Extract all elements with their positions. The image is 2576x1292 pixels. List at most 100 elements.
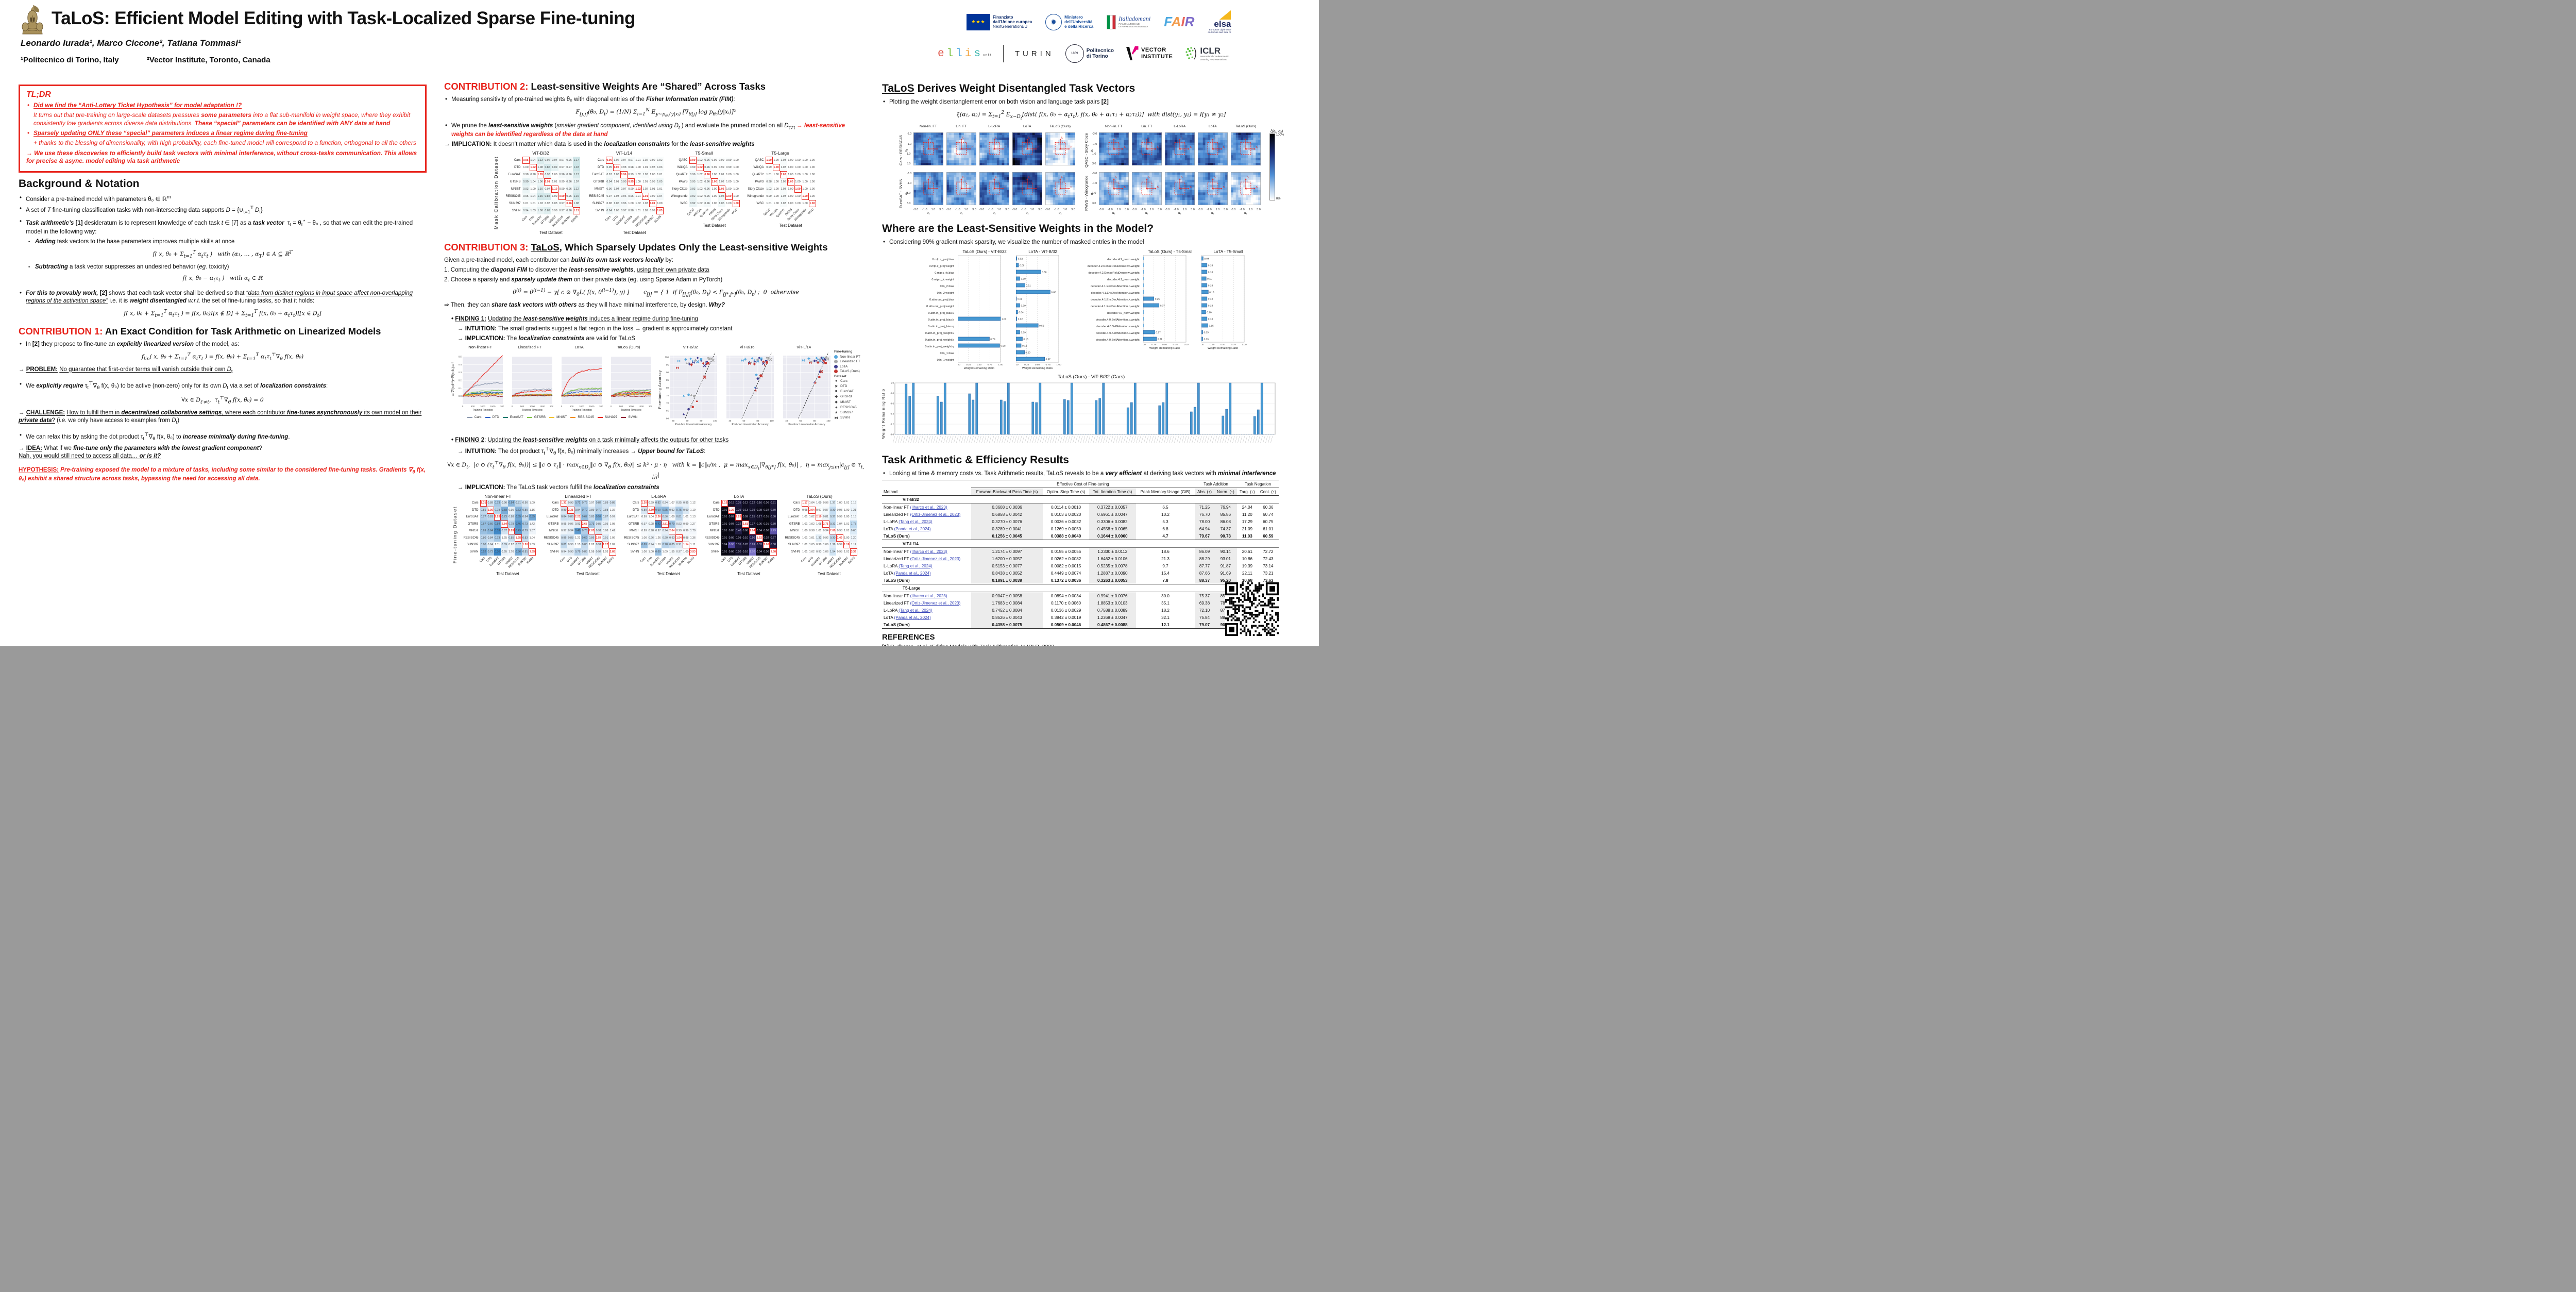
tick-label: 1.0: [1149, 208, 1154, 211]
heatmap-cell: 0.75: [675, 507, 683, 514]
heatmap-cell: 0.86: [567, 513, 574, 521]
heatmap-row-label: DTD: [514, 166, 521, 170]
heatmap-cell: 1.32: [815, 534, 822, 542]
value-cell: 0.0082 ± 0.0015: [1050, 563, 1081, 568]
heatmap-cell: 1.11: [689, 541, 697, 549]
heatmap-cell: 1.21: [850, 507, 857, 514]
line-chart-row: ‖∇f(x,θ⁽ⁱ⁾)−∇f(x,θ₀)‖² Non-linear FT 0.0 0.…: [451, 344, 654, 414]
heatmap-cell: 0.89: [560, 507, 567, 514]
svg-text:0.25: 0.25: [1155, 298, 1160, 301]
line-panel-title: TaLoS (Ours): [617, 344, 640, 349]
heatmap-cell: 0.96: [567, 521, 574, 528]
heatmap-cell: 0.70: [668, 521, 675, 528]
weight-disentanglement-section: TaLoS Derives Weight Disentangled Task V…: [882, 81, 1300, 121]
text-line: We explicitly require τt⊤∇θ f(x, θ₀) to …: [19, 381, 427, 392]
heatmap-row-label: RESISC45: [785, 536, 800, 540]
heatmap-cell: 0.88: [602, 507, 609, 514]
heatmap-cell: 0.91: [544, 178, 551, 186]
svg-text:1500: 1500: [490, 405, 496, 408]
svg-text:0.80: 0.80: [1051, 291, 1056, 294]
left-column: TL;DR Did we find the “Anti-Lottery Tick…: [19, 77, 427, 485]
heatmap-x-axis-label: Test Dataset: [737, 571, 760, 576]
heatmap-row-label: MNIST: [549, 529, 559, 533]
heatmap-grid: Cars 1.17 1.04 1.09 0.96 1.37 1.00 1.01 1.16 DTD 0…: [782, 499, 857, 556]
citation-link[interactable]: (Tang et al., 2024): [899, 563, 933, 568]
heatmap-cell: 1.09: [662, 548, 669, 556]
heatmap-cell: 0.93: [522, 186, 530, 193]
ministero-logo: ✹ Ministero dell'Università e della Ricerc…: [1045, 13, 1093, 30]
svg-text:0.00: 0.00: [1016, 363, 1019, 366]
heatmap-cell: 0.96: [565, 157, 573, 164]
heatmap-cell: 0.30: [829, 534, 836, 542]
heatmap-cell: 2.00: [829, 527, 836, 535]
heatmap-cell: 0.93: [567, 548, 574, 556]
citation-link[interactable]: (Ortiz-Jimenez et al., 2023): [910, 556, 961, 561]
citation-link[interactable]: (Ilharco et al., 2023): [910, 549, 947, 554]
table-col-header: Peak Memory Usage (GiB): [1136, 488, 1195, 496]
heatmap-row-label: QASC: [755, 159, 764, 162]
heatmap-cell: 1.00: [843, 534, 850, 542]
value-cell: 0.0262 ± 0.0082: [1050, 556, 1081, 561]
heatmap-cell: 0.66: [487, 521, 494, 528]
heatmap-cell: 1.03: [536, 200, 544, 208]
heatmap-cell: 1.00: [732, 171, 740, 179]
heatmap-x-axis-label: Test Dataset: [703, 223, 726, 228]
scatter-panel: ViT-L/14 40 60 80 100 Post-hoc Linearization …: [776, 345, 832, 434]
citation-link[interactable]: (Panda et al., 2024): [894, 615, 931, 620]
heatmap-cell: 0.30: [770, 513, 777, 521]
heatmap-cell: 0.97: [558, 200, 566, 208]
svg-text:1000: 1000: [579, 405, 585, 408]
heatmap-cell: 1.00: [801, 193, 809, 200]
citation-link[interactable]: (Tang et al., 2024): [899, 519, 933, 524]
heatmap-cell: 2.26: [654, 513, 662, 521]
heatmap-cell: 0.01: [721, 548, 728, 556]
heatmap-cell: 0.94: [662, 527, 669, 535]
heatmap-cell: 1.05: [656, 178, 664, 186]
heatmap-cell: 1.08: [609, 521, 616, 528]
heatmap-cell: 0.98: [529, 171, 537, 179]
heatmap-cell: 0.94: [605, 207, 613, 215]
svg-text:0.0: 0.0: [459, 395, 462, 397]
heatmap-cell: 0.91: [595, 527, 602, 535]
svg-text:τ₂: τ₂: [962, 176, 964, 179]
heatmap-cell: 1.00: [801, 200, 809, 208]
svg-text:60: 60: [799, 420, 802, 422]
tick-label: -3.0: [1092, 172, 1097, 175]
citation-link[interactable]: (Ilharco et al., 2023): [910, 505, 947, 510]
svg-text:0.09: 0.09: [1021, 305, 1026, 308]
citation-link[interactable]: (Panda et al., 2024): [894, 526, 931, 531]
heatmap-cell: 1.10: [536, 186, 544, 193]
heatmap-cell: 1.00: [732, 200, 740, 208]
heatmap-cell: 0.98: [836, 548, 843, 556]
disentanglement-panel: τ₁ τ₂ -3.0 -1.0 1.0 3.0 α₁: [1012, 172, 1043, 215]
heatmap-cell: 0.12: [742, 499, 749, 507]
eu-flag-icon: ★★★: [967, 13, 990, 30]
citation-link[interactable]: (Tang et al., 2024): [899, 608, 933, 613]
heatmap-cell: 1.01: [815, 527, 822, 535]
svg-text:0.6: 0.6: [891, 402, 894, 405]
heatmap-row-label: DTD: [633, 508, 639, 512]
citation-link[interactable]: (Ortiz-Jimenez et al., 2023): [910, 512, 961, 517]
heatmap-cell: 1.03: [602, 548, 609, 556]
svg-text:1.00: 1.00: [1242, 343, 1247, 346]
svg-text:τ₁: τ₁: [972, 186, 974, 189]
tick-label: 1.0: [931, 208, 936, 211]
heatmap-cell: 1.03: [779, 186, 787, 193]
heatmap-cell: 1.05: [613, 164, 620, 172]
citation-link[interactable]: (Ilharco et al., 2023): [910, 593, 947, 598]
value-cell: 6.5: [1162, 505, 1168, 510]
heatmap-row-label: RESISC45: [544, 536, 559, 540]
linearization-scatter-plots: Fine-tuning Accuracy ViT-B/32 60 65 70 75 80 85…: [658, 345, 860, 434]
method-cell: L-LoRA (Tang et al., 2024): [884, 563, 933, 568]
heatmap-cell: 0.01: [721, 507, 728, 514]
citation-link[interactable]: (Ortiz-Jimenez et al., 2023): [910, 600, 961, 606]
heatmap-cell: 1.03: [613, 193, 620, 200]
disentanglement-map: τ₁ τ₂: [1012, 132, 1043, 166]
heatmap-cell: 1.20: [521, 541, 529, 549]
barh-category: 0.ln_1.bias: [940, 352, 954, 356]
citation-link[interactable]: (Panda et al., 2024): [894, 571, 931, 576]
value-cell: 86.08: [1214, 518, 1238, 526]
svg-text:0.03: 0.03: [1204, 331, 1209, 334]
svg-text:0.15: 0.15: [1023, 338, 1028, 341]
heatmap-cell: 0.81: [822, 513, 829, 521]
